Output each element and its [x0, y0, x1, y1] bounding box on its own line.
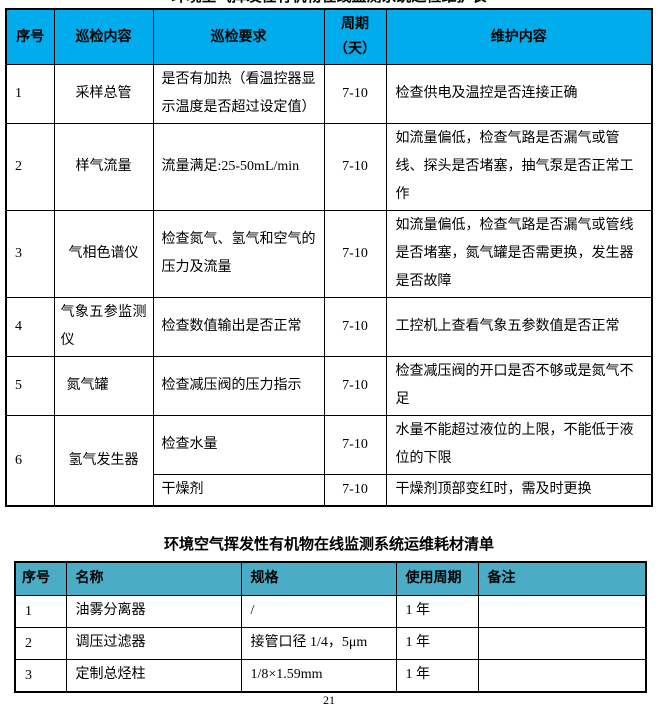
row1-maint: 检查供电及温控是否连接正确 — [385, 64, 653, 125]
table-row: 1 采样总管 是否有加热（看温控器显示温度是否超过设定值） 7-10 检查供电及… — [5, 64, 653, 125]
table-row: 6 氢气发生器 检查水量 7-10 水量不能超过液位的上限，不能低于液位的下限 — [5, 415, 653, 507]
row4-item: 气象五参监测仪 — [53, 297, 154, 358]
consumables-table: 序号 名称 规格 使用周期 备注 1 油雾分离器 / 1 年 2 调压过滤器 接… — [14, 561, 647, 693]
row4-req: 检查数值输出是否正常 — [152, 297, 325, 358]
row6b-req: 干燥剂 — [152, 474, 325, 507]
c-row3-cycle: 1 年 — [395, 658, 479, 693]
row3-req: 检查氮气、氢气和空气的压力及流量 — [152, 210, 325, 299]
table1-header-req: 巡检要求 — [152, 8, 325, 66]
row3-maint: 如流量偏低，检查气路是否漏气或管线是否堵塞，氮气罐是否需更换，发生器是否故障 — [385, 210, 653, 299]
c-row1-note — [477, 594, 647, 628]
row4-cycle: 7-10 — [323, 297, 387, 358]
table2-header-cycle: 使用周期 — [395, 561, 479, 596]
page-number: 21 — [323, 692, 335, 707]
row5-item: 氮气罐 — [53, 356, 154, 417]
c-row2-no: 2 — [14, 626, 67, 660]
row5-maint: 检查减压阀的开口是否不够或是氮气不足 — [385, 356, 653, 417]
row2-req: 流量满足:25-50mL/min — [152, 123, 325, 212]
table-row: 2 调压过滤器 接管口径 1/4，5μm 1 年 — [14, 626, 647, 660]
table-row: 干燥剂 7-10 干燥剂顶部变红时，需及时更换 — [6, 474, 653, 507]
c-row3-name: 定制总烃柱 — [65, 658, 242, 693]
row6b-maint: 干燥剂顶部变红时，需及时更换 — [385, 474, 653, 507]
row6-no: 6 — [5, 415, 55, 507]
table-row: 5 氮气罐 检查减压阀的压力指示 7-10 检查减压阀的开口是否不够或是氮气不足 — [5, 356, 653, 417]
table2-header-note: 备注 — [477, 561, 647, 596]
row1-no: 1 — [5, 64, 55, 125]
row1-req: 是否有加热（看温控器显示温度是否超过设定值） — [152, 64, 325, 125]
c-row1-cycle: 1 年 — [395, 594, 479, 628]
c-row2-cycle: 1 年 — [395, 626, 479, 660]
c-row1-no: 1 — [14, 594, 67, 628]
row5-req: 检查减压阀的压力指示 — [152, 356, 325, 417]
table2-header-name: 名称 — [65, 561, 242, 596]
table1-header-cycle: 周期 （天） — [323, 8, 387, 66]
row2-maint: 如流量偏低，检查气路是否漏气或管线、探头是否堵塞，抽气泵是否正常工作 — [385, 123, 653, 212]
inspection-maintenance-table: 序号 巡检内容 巡检要求 周期 （天） 维护内容 1 采样总管 是否有加热（看温… — [5, 8, 653, 508]
table1-header-cycle-line2: （天） — [334, 42, 376, 58]
row2-no: 2 — [5, 123, 55, 212]
row6a-cycle: 7-10 — [323, 415, 387, 476]
table1-header-no: 序号 — [5, 8, 55, 66]
table1-header-maint: 维护内容 — [385, 8, 653, 66]
c-row1-spec: / — [240, 594, 397, 628]
row5-cycle: 7-10 — [323, 356, 387, 417]
row4-no: 4 — [5, 297, 55, 358]
c-row2-name: 调压过滤器 — [65, 626, 242, 660]
table-row: 3 定制总烃柱 1/8×1.59mm 1 年 — [14, 658, 647, 693]
row6b-cycle: 7-10 — [323, 474, 387, 507]
row6a-req: 检查水量 — [152, 415, 325, 476]
row2-item: 样气流量 — [53, 123, 154, 212]
c-row1-name: 油雾分离器 — [65, 594, 242, 628]
table1-header-cycle-line1: 周期 — [341, 17, 369, 32]
c-row3-spec: 1/8×1.59mm — [240, 658, 397, 693]
table1-header-row: 序号 巡检内容 巡检要求 周期 （天） 维护内容 — [5, 8, 653, 66]
row6a-maint: 水量不能超过液位的上限，不能低于液位的下限 — [385, 415, 653, 476]
table-row: 3 气相色谱仪 检查氮气、氢气和空气的压力及流量 7-10 如流量偏低，检查气路… — [5, 210, 653, 299]
table-row: 2 样气流量 流量满足:25-50mL/min 7-10 如流量偏低，检查气路是… — [5, 123, 653, 212]
c-row2-note — [477, 626, 647, 660]
table2-header-spec: 规格 — [240, 561, 397, 596]
row3-no: 3 — [5, 210, 55, 299]
table2-header-no: 序号 — [14, 561, 67, 596]
inspection-table-title-text: 环境空气挥发性有机物在线监测系统巡检维护表 — [0, 0, 658, 7]
table2-header-row: 序号 名称 规格 使用周期 备注 — [14, 561, 647, 596]
inspection-table-title-clipped: 环境空气挥发性有机物在线监测系统巡检维护表 — [0, 0, 658, 7]
row6-item: 氢气发生器 — [53, 415, 154, 507]
table-row: 1 油雾分离器 / 1 年 — [14, 594, 647, 628]
c-row3-note — [477, 658, 647, 693]
row2-cycle: 7-10 — [323, 123, 387, 212]
row1-cycle: 7-10 — [323, 64, 387, 125]
table-row: 4 气象五参监测仪 检查数值输出是否正常 7-10 工控机上查看气象五参数值是否… — [5, 297, 653, 358]
row4-maint: 工控机上查看气象五参数值是否正常 — [385, 297, 653, 358]
consumables-table-title: 环境空气挥发性有机物在线监测系统运维耗材清单 — [163, 537, 494, 554]
row3-cycle: 7-10 — [323, 210, 387, 299]
c-row3-no: 3 — [14, 658, 67, 693]
row1-item: 采样总管 — [53, 64, 154, 125]
row3-item: 气相色谱仪 — [53, 210, 154, 299]
table1-header-item: 巡检内容 — [53, 8, 154, 66]
c-row2-spec: 接管口径 1/4，5μm — [240, 626, 397, 660]
row5-no: 5 — [5, 356, 55, 417]
